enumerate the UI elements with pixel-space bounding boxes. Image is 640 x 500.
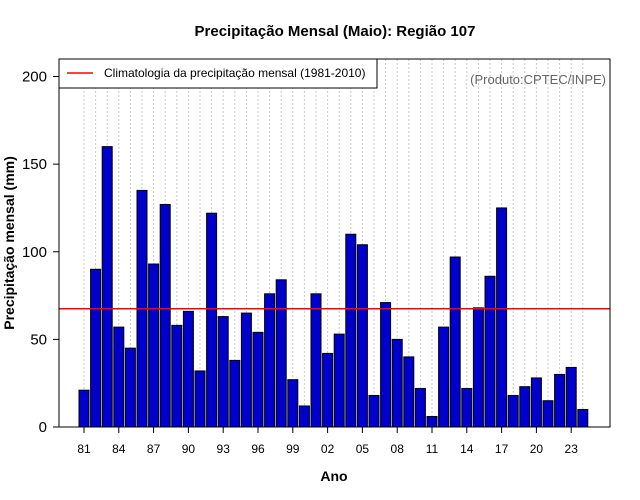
x-tick-label: 84	[112, 442, 126, 456]
bar	[124, 347, 136, 428]
bar	[322, 352, 334, 428]
x-tick-label: 11	[426, 442, 439, 456]
bar	[391, 338, 403, 428]
bar	[310, 293, 322, 428]
bar	[287, 379, 299, 428]
chart-title: Precipitação Mensal (Maio): Região 107	[195, 23, 476, 40]
legend: Climatologia da precipitação mensal (198…	[58, 58, 378, 89]
bar	[519, 386, 531, 428]
bar	[577, 408, 589, 428]
bar	[426, 415, 438, 428]
bar	[264, 293, 276, 428]
bar	[414, 387, 426, 428]
bar	[368, 394, 380, 428]
bar	[252, 331, 264, 428]
bar	[461, 387, 473, 428]
bar	[159, 203, 171, 428]
x-tick-label: 20	[530, 442, 544, 456]
x-tick-label: 90	[182, 442, 196, 456]
bar	[484, 275, 496, 428]
y-tick-label: 0	[39, 419, 47, 436]
bar	[148, 263, 160, 428]
bar	[182, 310, 194, 428]
bar	[507, 394, 519, 428]
bar	[380, 302, 392, 428]
bar	[217, 316, 229, 428]
x-tick-label: 08	[391, 442, 405, 456]
bar	[449, 256, 461, 428]
x-tick-label: 99	[286, 442, 300, 456]
legend-box	[58, 58, 378, 89]
bar	[333, 333, 345, 428]
x-tick-label: 17	[495, 442, 509, 456]
bar	[542, 400, 554, 428]
x-tick-label: 87	[147, 442, 161, 456]
bar	[403, 356, 415, 428]
x-tick-label: 05	[356, 442, 370, 456]
x-tick-label: 81	[77, 442, 91, 456]
bar	[275, 279, 287, 428]
bar	[438, 326, 450, 428]
y-tick-label: 100	[22, 244, 47, 261]
source-label: (Produto:CPTEC/INPE)	[470, 72, 606, 87]
x-tick-label: 14	[460, 442, 474, 456]
bar	[229, 359, 241, 428]
y-tick-label: 50	[30, 331, 47, 348]
bar	[345, 233, 357, 428]
plot-area: 0 50 100 150 200 81 84 87 90 93 96 99 02 05 08 11 14 17 20…	[22, 59, 610, 456]
bar	[530, 377, 542, 428]
x-tick-label: 93	[217, 442, 231, 456]
legend-label-climatology: Climatologia da precipitação mensal (198…	[104, 66, 365, 80]
bar	[113, 326, 125, 428]
bar	[298, 405, 310, 428]
y-axis-label: Precipitação mensal (mm)	[1, 156, 17, 330]
bar	[101, 146, 113, 428]
x-tick-label: 96	[251, 442, 265, 456]
x-tick-label: 23	[565, 442, 579, 456]
bar	[171, 324, 183, 428]
bar	[496, 207, 508, 428]
x-axis-label: Ano	[320, 468, 347, 484]
bar	[554, 373, 566, 428]
bar	[90, 268, 102, 428]
bar	[78, 389, 90, 428]
bar	[240, 312, 252, 428]
bar	[206, 212, 218, 428]
x-tick-label: 02	[321, 442, 335, 456]
bar	[565, 366, 577, 428]
bar	[472, 307, 484, 428]
bar	[194, 370, 206, 428]
bar	[356, 244, 368, 428]
y-tick-label: 200	[22, 69, 47, 86]
y-tick-label: 150	[22, 156, 47, 173]
